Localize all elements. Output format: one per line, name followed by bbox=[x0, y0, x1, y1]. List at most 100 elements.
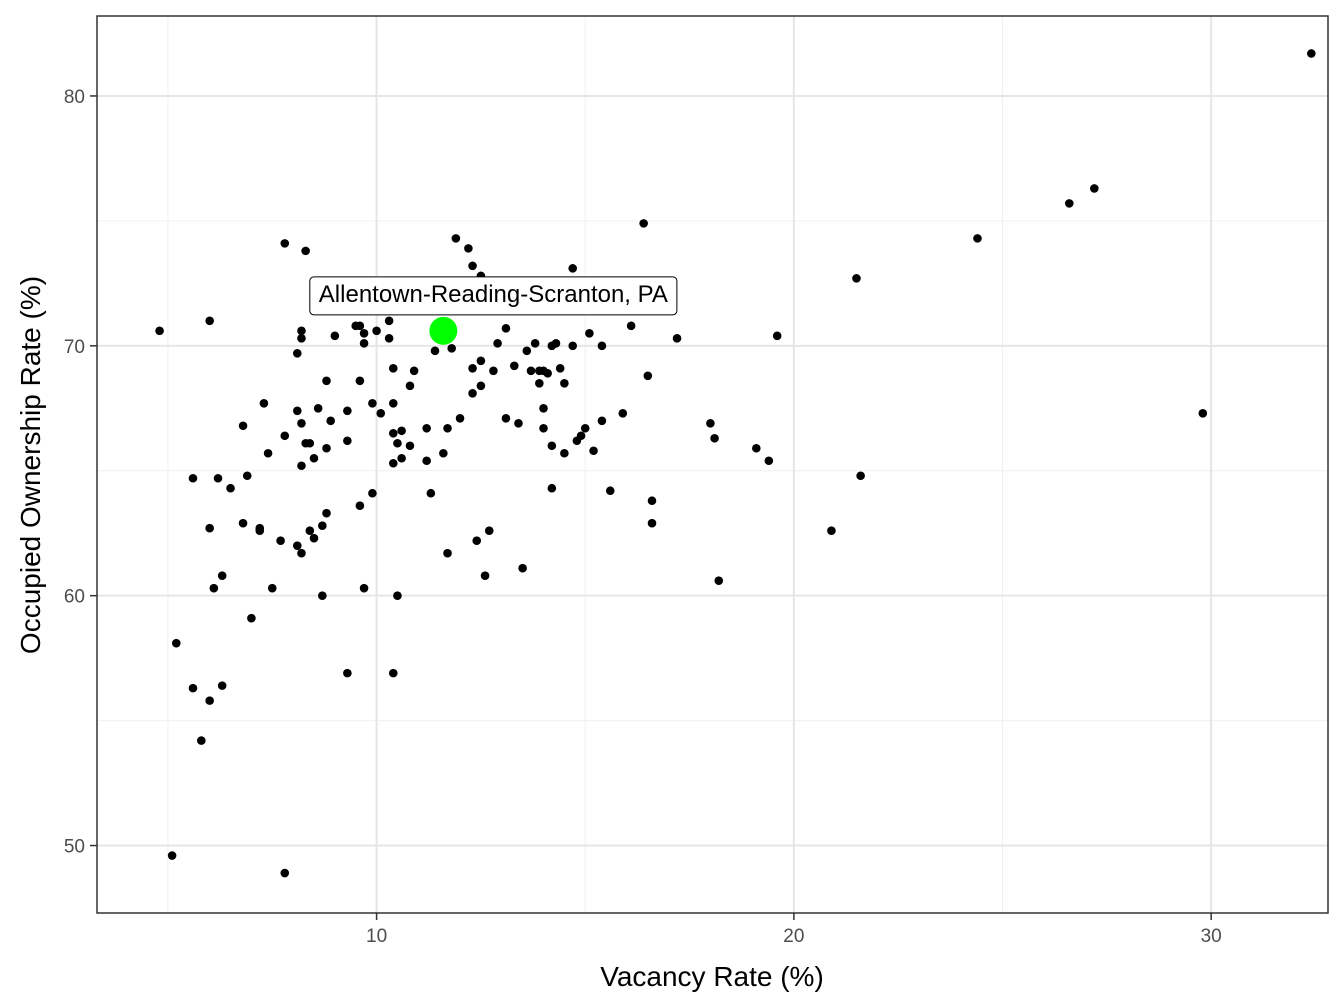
data-point bbox=[171, 638, 181, 648]
data-point bbox=[292, 349, 302, 358]
data-point bbox=[197, 736, 206, 745]
data-point bbox=[426, 488, 436, 498]
data-point bbox=[1064, 199, 1074, 208]
data-point bbox=[318, 591, 327, 600]
annotation-label-box bbox=[309, 276, 678, 316]
data-point bbox=[518, 563, 527, 573]
data-point bbox=[368, 398, 377, 408]
data-point bbox=[647, 496, 657, 506]
data-point bbox=[188, 473, 198, 483]
data-point bbox=[468, 388, 477, 398]
data-point bbox=[247, 613, 256, 623]
data-point bbox=[297, 334, 306, 343]
data-point bbox=[409, 366, 419, 376]
x-tick-label: 20 bbox=[783, 926, 804, 947]
data-point bbox=[526, 366, 536, 376]
data-point bbox=[430, 346, 440, 356]
major-gridlines bbox=[97, 16, 1328, 913]
data-point bbox=[305, 526, 315, 536]
data-point bbox=[305, 438, 315, 448]
data-point bbox=[188, 683, 198, 693]
data-point bbox=[539, 403, 548, 413]
data-point bbox=[480, 571, 490, 580]
data-point bbox=[555, 364, 565, 373]
data-point bbox=[280, 431, 290, 441]
data-point bbox=[568, 264, 578, 273]
data-point bbox=[509, 361, 519, 371]
x-axis-ticks: 10 20 30 bbox=[366, 913, 1222, 947]
data-point bbox=[209, 583, 219, 593]
data-point bbox=[217, 681, 227, 690]
data-point bbox=[355, 321, 365, 331]
data-point bbox=[280, 868, 290, 878]
data-point bbox=[439, 448, 448, 458]
data-point bbox=[384, 334, 394, 343]
x-tick-label: 30 bbox=[1201, 926, 1222, 947]
data-point bbox=[852, 274, 861, 283]
data-points bbox=[155, 49, 1316, 878]
data-point bbox=[343, 668, 352, 678]
data-point bbox=[501, 413, 511, 423]
data-point bbox=[493, 339, 502, 348]
data-point bbox=[605, 486, 615, 496]
data-point bbox=[484, 526, 494, 536]
data-point bbox=[326, 416, 335, 426]
data-point bbox=[568, 341, 578, 351]
data-point bbox=[309, 453, 319, 463]
data-point bbox=[672, 334, 682, 343]
data-point bbox=[647, 518, 657, 528]
data-point bbox=[297, 326, 306, 336]
data-point bbox=[405, 381, 415, 391]
data-point bbox=[318, 521, 327, 531]
data-point bbox=[405, 441, 415, 451]
data-point bbox=[472, 536, 482, 546]
y-tick-label: 50 bbox=[64, 837, 85, 858]
data-point bbox=[489, 366, 498, 376]
y-tick-label: 80 bbox=[64, 87, 85, 108]
data-point bbox=[226, 483, 235, 493]
data-point bbox=[155, 326, 164, 336]
data-point bbox=[560, 378, 569, 388]
data-point bbox=[560, 448, 569, 458]
data-point bbox=[292, 406, 302, 416]
data-point bbox=[276, 536, 285, 546]
data-point bbox=[576, 431, 586, 441]
data-point bbox=[355, 376, 365, 386]
data-point bbox=[255, 526, 265, 536]
data-point bbox=[205, 523, 214, 533]
data-point bbox=[297, 548, 306, 558]
minor-gridlines bbox=[97, 16, 1328, 913]
data-point bbox=[443, 548, 452, 558]
data-point bbox=[580, 423, 590, 433]
data-point bbox=[752, 443, 761, 453]
data-point bbox=[205, 316, 214, 326]
data-point bbox=[468, 364, 477, 373]
y-axis-title: Occupied Ownership Rate (%) bbox=[15, 276, 46, 654]
data-point bbox=[714, 576, 724, 585]
data-point bbox=[530, 339, 540, 348]
plot-panel-border bbox=[96, 15, 1329, 914]
data-point bbox=[322, 508, 331, 518]
data-point bbox=[313, 403, 323, 413]
plot-panel-background bbox=[97, 16, 1328, 913]
data-point bbox=[827, 526, 836, 536]
data-point bbox=[551, 339, 561, 348]
data-point bbox=[309, 533, 319, 543]
data-point bbox=[447, 344, 456, 353]
data-point bbox=[372, 326, 381, 336]
data-point bbox=[388, 668, 398, 678]
data-point bbox=[643, 371, 653, 381]
data-point bbox=[205, 696, 214, 705]
data-point bbox=[514, 418, 523, 428]
data-point bbox=[238, 421, 248, 431]
data-point bbox=[1307, 49, 1316, 58]
data-point bbox=[589, 446, 598, 456]
data-point bbox=[343, 436, 352, 446]
data-point bbox=[1198, 408, 1208, 418]
x-tick-label: 10 bbox=[366, 926, 387, 947]
data-point bbox=[501, 324, 511, 333]
data-point bbox=[543, 369, 552, 378]
y-tick-label: 70 bbox=[64, 337, 85, 358]
y-axis-ticks: 50 60 70 80 bbox=[64, 87, 97, 858]
data-point bbox=[597, 416, 607, 426]
